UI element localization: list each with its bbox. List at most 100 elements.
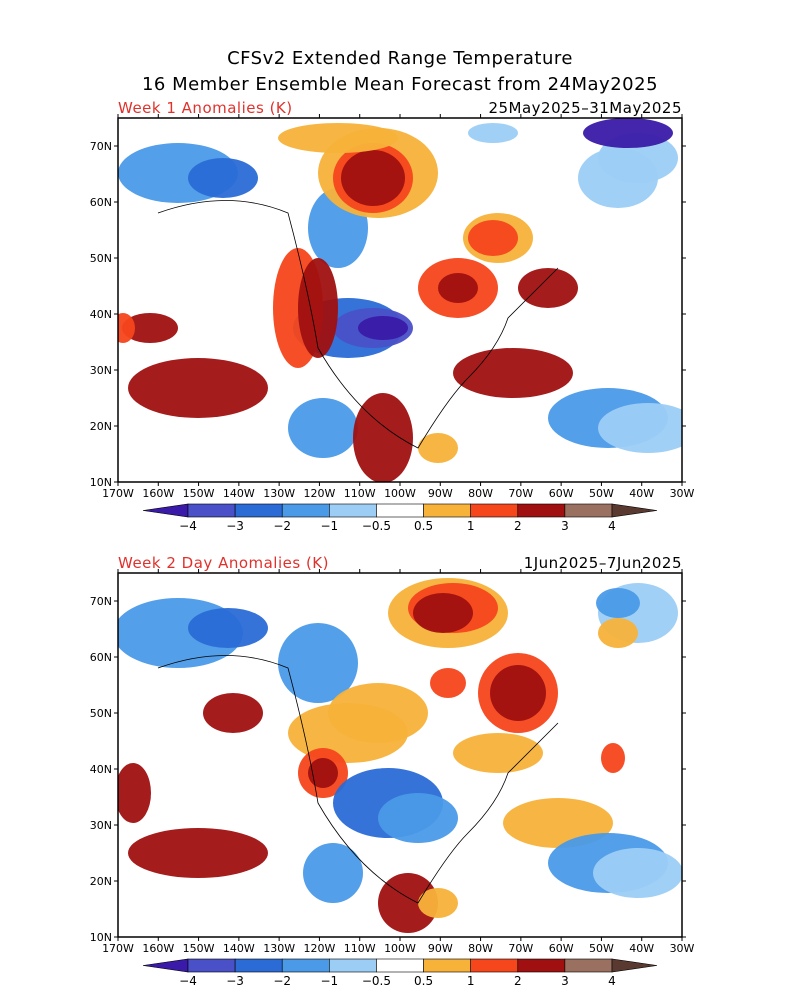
panel2-lon-label: 160W <box>142 942 174 955</box>
panel2-colorbar-box <box>564 958 613 973</box>
panel2-date-range: 1Jun2025–7Jun2025 <box>523 554 682 572</box>
panel1-anomaly-region <box>598 403 682 453</box>
panel2-anomaly-region <box>188 608 268 648</box>
panel2-anomaly-region <box>203 693 263 733</box>
panel2-colorbar-box <box>234 958 283 973</box>
panel1-colorbar-box <box>329 503 377 518</box>
panel2-anomaly-region <box>430 668 466 698</box>
panel1-lon-label: 140W <box>223 487 255 500</box>
panel2-lon-label: 120W <box>303 942 335 955</box>
panel1-lat-label: 70N <box>90 140 112 153</box>
panel1-colorbar-label: 2 <box>514 519 522 533</box>
panel1-colorbar-label: 3 <box>561 519 569 533</box>
panel2-colorbar-box <box>470 958 519 973</box>
panel2-anomaly-region <box>278 623 358 703</box>
panel2-colorbar-label: −4 <box>179 974 197 988</box>
panel1-lon-label: 80W <box>468 487 493 500</box>
panel1-lon-label: 30W <box>670 487 695 500</box>
panel1-lon-label: 40W <box>629 487 654 500</box>
panel1-anomaly-region <box>453 348 573 398</box>
panel2-anomaly-region <box>413 593 473 633</box>
panel2-anomaly-region <box>303 843 363 903</box>
panel2-lon-label: 80W <box>468 942 493 955</box>
panel2-coastline <box>157 655 559 904</box>
panel2-lon-label: 100W <box>384 942 416 955</box>
panel1-anomaly-field <box>118 118 682 482</box>
panel2-anomaly-region <box>328 683 428 743</box>
panel1-lon-label: 130W <box>263 487 295 500</box>
panel1-lon-label: 160W <box>142 487 174 500</box>
title-line-2: 16 Member Ensemble Mean Forecast from 24… <box>141 74 659 95</box>
panel1-lon-label: 100W <box>384 487 416 500</box>
panel1-anomaly-region <box>288 398 358 458</box>
panel2-lat-label: 40N <box>90 763 112 776</box>
panel1-anomaly-region <box>518 268 578 308</box>
panel1-lon-label: 120W <box>303 487 335 500</box>
panel1-coastline <box>157 200 559 449</box>
panel2-colorbar-label: −1 <box>320 974 338 988</box>
panel2-colorbar-box <box>187 958 236 973</box>
panel1-lat-label: 10N <box>90 476 112 489</box>
panel1-colorbar-max-arrow <box>611 503 658 518</box>
panel2-lon-label: 150W <box>183 942 215 955</box>
panel1-lon-label: 90W <box>428 487 453 500</box>
panel1-colorbar-label: 0.5 <box>414 519 433 533</box>
panel2-colorbar-box <box>329 958 377 973</box>
panel2-colorbar-label: 0.5 <box>414 974 433 988</box>
panel2-anomaly-region <box>490 665 546 721</box>
panel2-anomaly-field <box>118 578 682 933</box>
panel2-lat-label: 70N <box>90 595 112 608</box>
panel1-lat-label: 60N <box>90 196 112 209</box>
panel2-colorbar-box <box>376 958 424 973</box>
panel2-lat-label: 60N <box>90 651 112 664</box>
panel2-colorbar-label: 4 <box>608 974 616 988</box>
panel1-anomaly-region <box>122 313 178 343</box>
panel1-anomaly-region <box>353 393 413 482</box>
panel1-anomaly-region <box>583 118 673 148</box>
panel1-lon-label: 60W <box>549 487 574 500</box>
panel1-anomaly-region <box>358 316 408 340</box>
panel2-lat-label: 10N <box>90 931 112 944</box>
panel2-anomaly-region <box>128 828 268 878</box>
panel2-lon-label: 60W <box>549 942 574 955</box>
title-line-1: CFSv2 Extended Range Temperature <box>227 48 573 69</box>
panel1-lon-label: 150W <box>183 487 215 500</box>
panel1-colorbar-label: 4 <box>608 519 616 533</box>
panel1-anomaly-region <box>438 273 478 303</box>
panel1-date-range: 25May2025–31May2025 <box>488 99 682 117</box>
panel1-colorbar-box <box>517 503 566 518</box>
panel1-anomaly-region <box>188 158 258 198</box>
panel1-colorbar-label: 1 <box>467 519 475 533</box>
panel2-colorbar-label: −0.5 <box>362 974 391 988</box>
panel2-lon-label: 30W <box>670 942 695 955</box>
panel1-colorbar-box <box>187 503 236 518</box>
panel1-lon-label: 110W <box>344 487 376 500</box>
panel2-lat-label: 50N <box>90 707 112 720</box>
panel2-lon-label: 170W <box>102 942 134 955</box>
panel1-lon-label: 70W <box>508 487 533 500</box>
panel1-lon-label: 50W <box>589 487 614 500</box>
panel1-lat-label: 30N <box>90 364 112 377</box>
panel1-colorbar-min-arrow <box>142 503 189 518</box>
panel1-colorbar-label: −2 <box>273 519 291 533</box>
panel2-anomaly-region <box>593 848 682 898</box>
panel1-lat-label: 50N <box>90 252 112 265</box>
panel1-colorbar-label: −3 <box>226 519 244 533</box>
panel1-lon-label: 170W <box>102 487 134 500</box>
panel1-colorbar-box <box>234 503 283 518</box>
panel1-colorbar-box <box>281 503 330 518</box>
panel1-anomaly-region <box>278 123 398 153</box>
panel2-lat-label: 30N <box>90 819 112 832</box>
panel2-label: Week 2 Day Anomalies (K) <box>118 554 329 572</box>
panel2-colorbar-label: 3 <box>561 974 569 988</box>
panel1-colorbar-box <box>470 503 519 518</box>
panel2-anomaly-region <box>378 793 458 843</box>
panel2-colorbar-min-arrow <box>142 958 189 973</box>
panel1-anomaly-region <box>341 150 405 206</box>
panel1-anomaly-region <box>418 433 458 463</box>
panel2-anomaly-region <box>418 888 458 918</box>
panel2-lat-label: 20N <box>90 875 112 888</box>
panel2-anomaly-region <box>601 743 625 773</box>
panel2-colorbar-label: −3 <box>226 974 244 988</box>
